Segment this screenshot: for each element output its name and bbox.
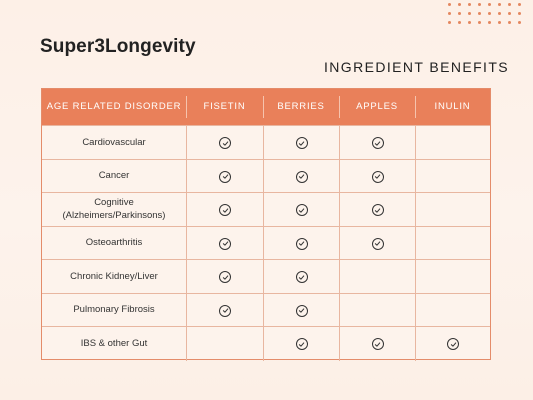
table-header-row: AGE RELATED DISORDER FISETIN BERRIES APP… [42, 89, 490, 125]
table-row: IBS & other Gut [42, 326, 490, 361]
dot [518, 3, 521, 6]
check-circle-icon [295, 204, 308, 216]
header-fisetin: FISETIN [186, 89, 263, 125]
cell-inulin [415, 260, 490, 294]
header-age-related-disorder: AGE RELATED DISORDER [46, 100, 182, 112]
dot [508, 21, 511, 24]
table-row: Pulmonary Fibrosis [42, 293, 490, 327]
disorder-label: Chronic Kidney/Liver [70, 270, 158, 282]
check-circle-icon [295, 271, 308, 283]
cell-berries [263, 227, 339, 260]
cell-apples [339, 260, 415, 294]
cell-apples [339, 160, 415, 193]
check-circle-icon [371, 204, 384, 216]
dot [458, 3, 461, 6]
cell-berries [263, 126, 339, 160]
cell-fisetin [186, 193, 263, 227]
dot [468, 21, 471, 24]
table-row: Cognitive (Alzheimers/Parkinsons) [42, 192, 490, 227]
dot [488, 3, 491, 6]
dot [448, 12, 451, 15]
cell-fisetin [186, 126, 263, 160]
check-circle-icon [295, 137, 308, 149]
check-circle-icon [295, 237, 308, 250]
dot [458, 21, 461, 24]
cell-inulin [415, 126, 490, 160]
cell-berries [263, 260, 339, 294]
cell-berries [263, 327, 339, 361]
cell-fisetin [186, 327, 263, 361]
dot [478, 12, 481, 15]
dot [498, 3, 501, 6]
disorder-label: Cancer [98, 170, 130, 182]
check-circle-icon [219, 137, 231, 149]
cell-berries [263, 294, 339, 327]
table-row: Cancer [42, 159, 490, 193]
dot [498, 12, 501, 15]
dot [488, 21, 491, 24]
dot [478, 3, 481, 6]
cell-inulin [415, 160, 490, 193]
cell-apples [339, 327, 415, 361]
check-circle-icon [219, 304, 231, 317]
header-apples: APPLES [339, 89, 415, 125]
decorative-dots [448, 3, 522, 24]
table-row: Cardiovascular [42, 125, 490, 160]
disorder-label: Osteoarthritis [85, 237, 143, 249]
dot [518, 21, 521, 24]
dot [488, 12, 491, 15]
dot [508, 3, 511, 6]
cell-inulin [415, 294, 490, 327]
cell-apples [339, 227, 415, 260]
cell-fisetin [186, 160, 263, 193]
cell-berries [263, 160, 339, 193]
check-circle-icon [371, 170, 384, 183]
cell-fisetin [186, 227, 263, 260]
benefits-table: AGE RELATED DISORDER FISETIN BERRIES APP… [41, 88, 491, 361]
cell-berries [263, 193, 339, 227]
table-row: Chronic Kidney/Liver [42, 259, 490, 294]
disorder-label: IBS & other Gut [80, 337, 148, 349]
dot [458, 12, 461, 15]
table-row: Osteoarthritis [42, 226, 490, 260]
dot [468, 3, 471, 6]
cell-fisetin [186, 294, 263, 327]
dot [478, 21, 481, 24]
dot [518, 12, 521, 15]
dot [508, 12, 511, 15]
check-circle-icon [295, 170, 308, 183]
cell-inulin [415, 327, 490, 361]
check-circle-icon [219, 237, 231, 250]
cell-apples [339, 126, 415, 160]
check-circle-icon [371, 338, 384, 350]
section-subtitle: INGREDIENT BENEFITS [324, 59, 510, 75]
check-circle-icon [447, 338, 459, 350]
dot [468, 12, 471, 15]
header-berries: BERRIES [263, 89, 339, 125]
check-circle-icon [371, 137, 384, 149]
disorder-label: Cognitive (Alzheimers/Parkinsons) [62, 197, 166, 221]
check-circle-icon [219, 271, 231, 283]
dot [448, 21, 451, 24]
disorder-label: Pulmonary Fibrosis [73, 304, 155, 316]
header-inulin: INULIN [415, 89, 490, 125]
brand-title: Super3Longevity [40, 36, 196, 57]
check-circle-icon [295, 338, 308, 350]
cell-inulin [415, 227, 490, 260]
check-circle-icon [295, 304, 308, 317]
check-circle-icon [219, 204, 231, 216]
cell-apples [339, 294, 415, 327]
check-circle-icon [219, 170, 231, 183]
cell-inulin [415, 193, 490, 227]
cell-fisetin [186, 260, 263, 294]
dot [498, 21, 501, 24]
disorder-label: Cardiovascular [82, 136, 146, 148]
cell-apples [339, 193, 415, 227]
dot [448, 3, 451, 6]
check-circle-icon [371, 237, 384, 250]
